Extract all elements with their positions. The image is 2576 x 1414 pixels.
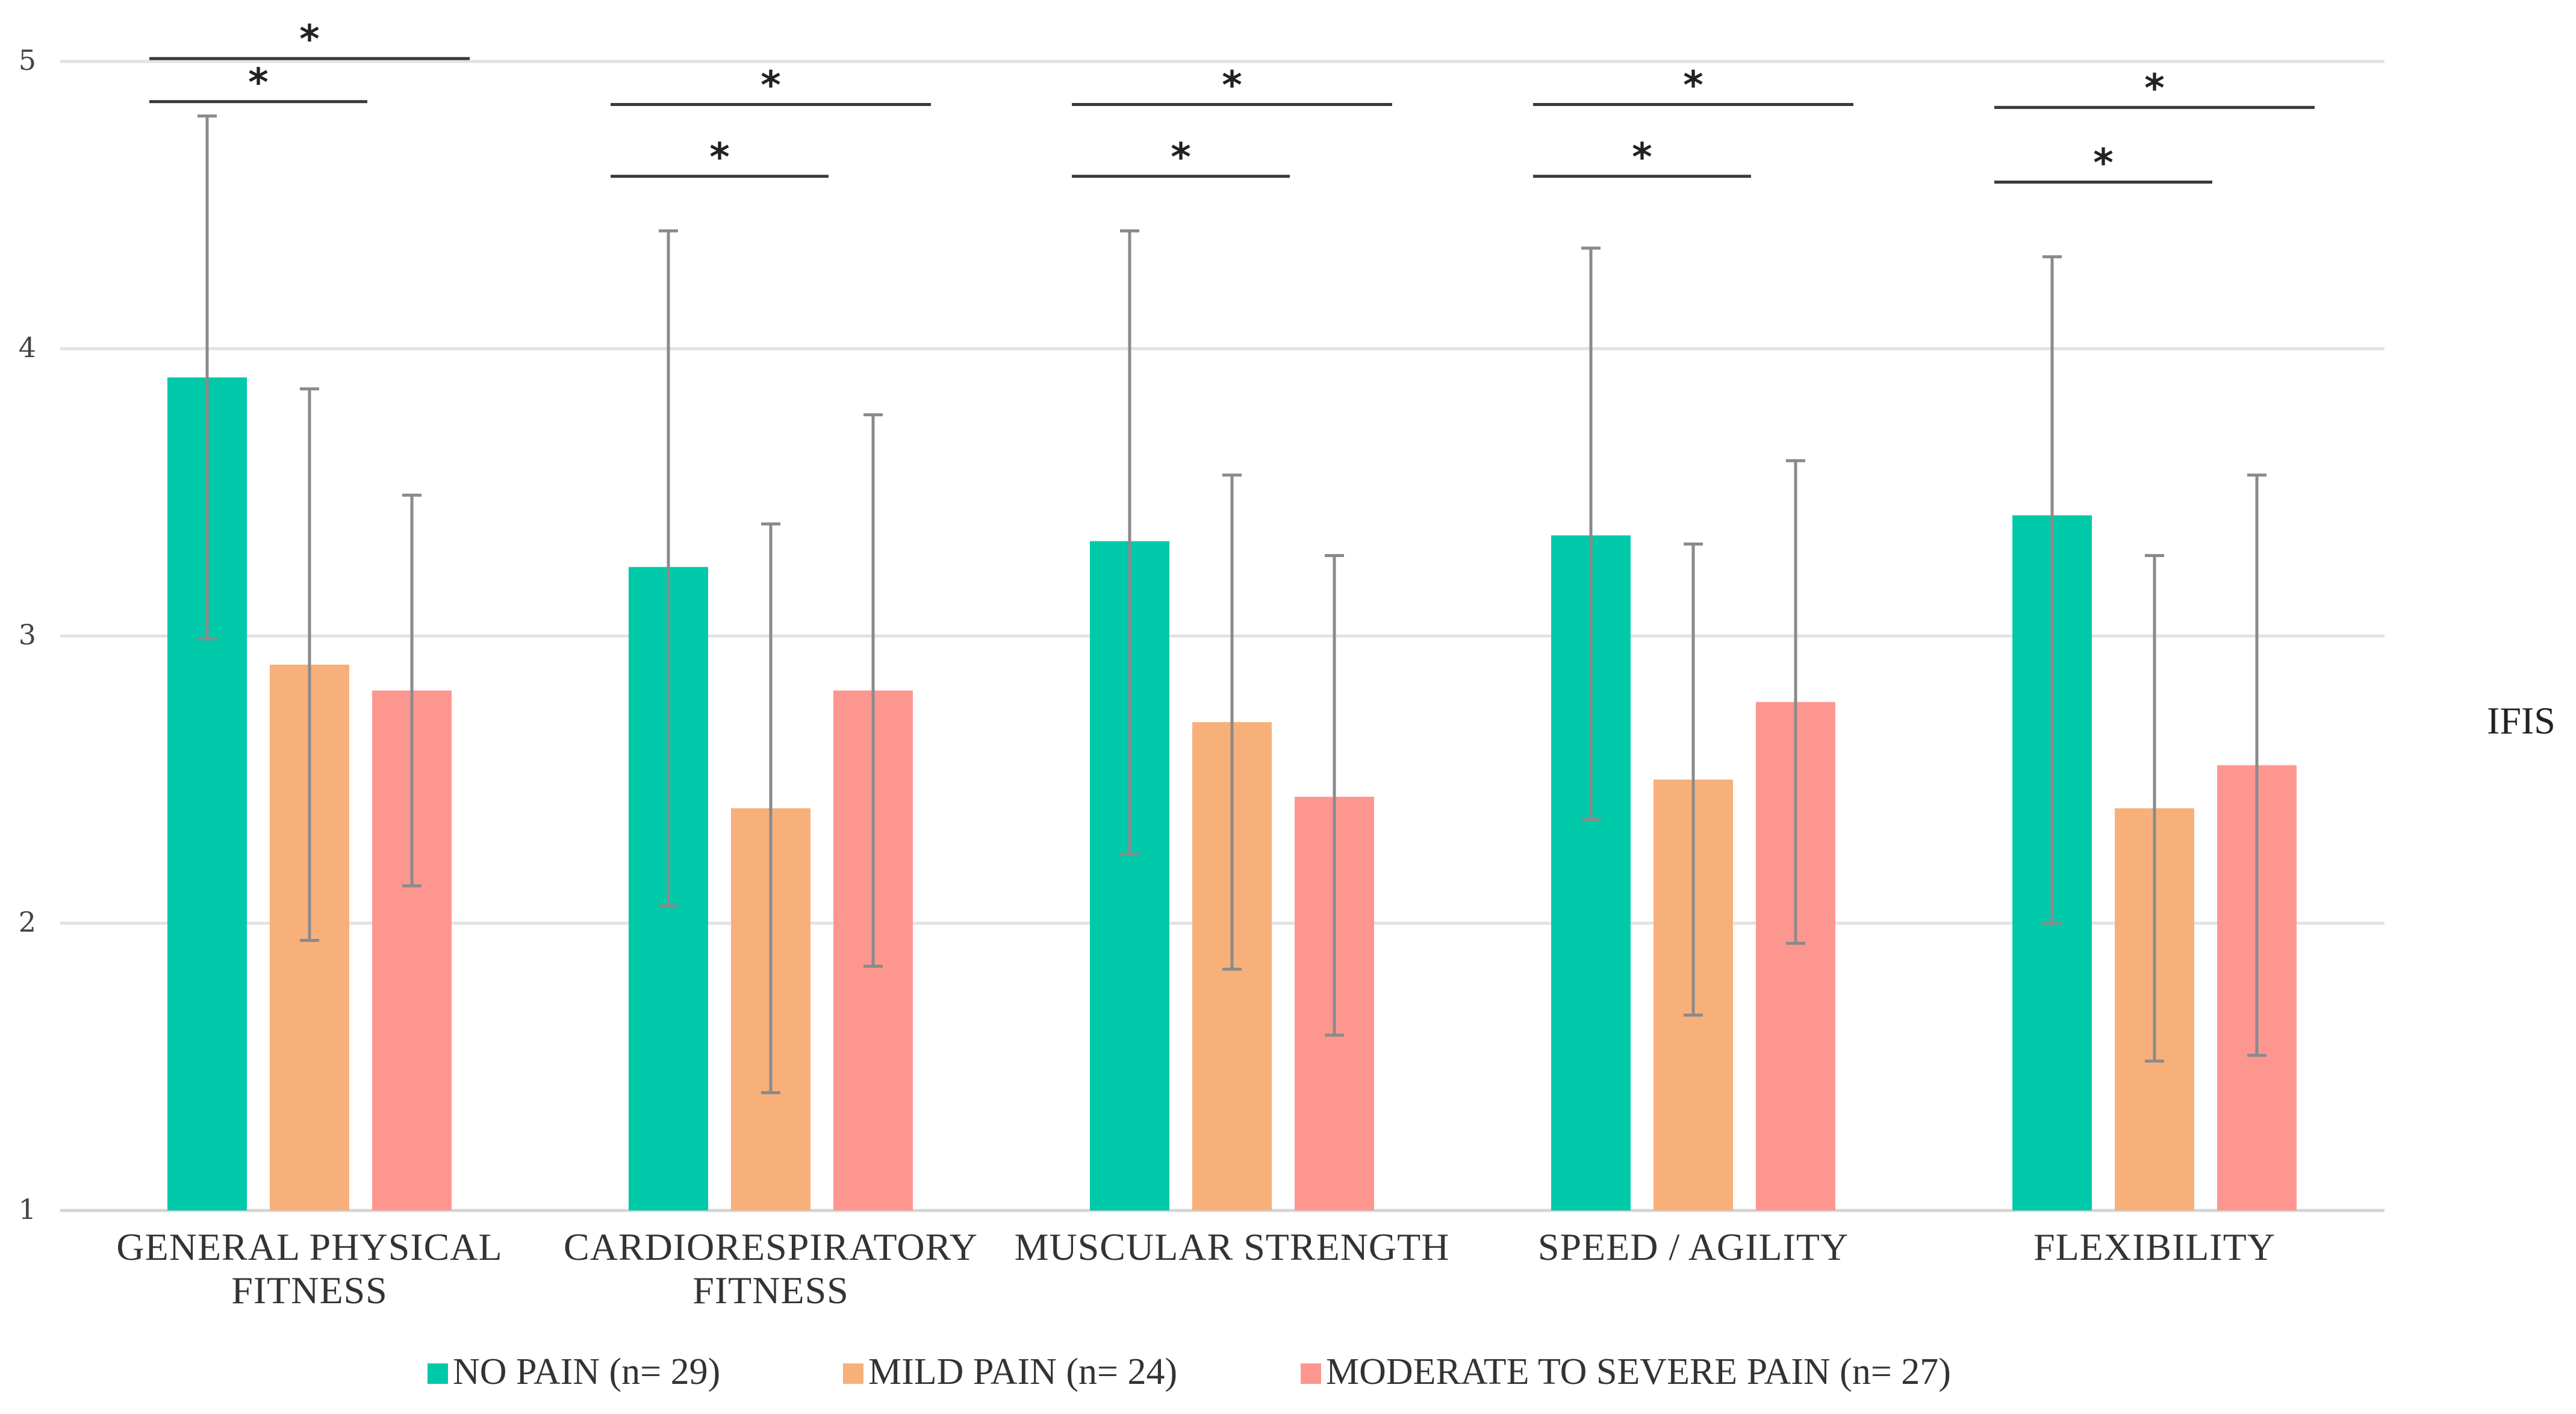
error-bar-0-3 — [1581, 246, 1601, 821]
bars — [167, 377, 2297, 1211]
category-label-0-1: FITNESS — [231, 1269, 388, 1312]
significance-star-9: * — [2144, 66, 2164, 111]
legend-label-0: NO PAIN (n= 29) — [453, 1351, 720, 1392]
y-tick-label-2: 2 — [19, 906, 36, 938]
legend-swatch-2 — [1301, 1363, 1321, 1384]
category-label-0-0: GENERAL PHYSICAL — [116, 1226, 502, 1268]
legend-label-2: MODERATE TO SEVERE PAIN (n= 27) — [1326, 1351, 1951, 1392]
category-label-3-0: SPEED / AGILITY — [1538, 1226, 1849, 1268]
error-bar-1-1 — [761, 522, 780, 1094]
y-tick-label-5: 5 — [19, 44, 36, 76]
y-tick-label-3: 3 — [19, 618, 36, 651]
error-bar-2-2 — [1325, 553, 1344, 1037]
error-bar-2-1 — [863, 413, 883, 968]
y-axis-ticks: 1 2 3 4 5 — [19, 44, 36, 1226]
category-label-2-0: MUSCULAR STRENGTH — [1015, 1226, 1450, 1268]
significance-star-2: * — [709, 135, 729, 180]
legend: NO PAIN (n= 29) MILD PAIN (n= 24) MODERATE… — [428, 1351, 1951, 1392]
legend-label-1: MILD PAIN (n= 24) — [868, 1351, 1177, 1392]
y-axis-label: IFIS — [2487, 699, 2556, 742]
category-label-4-0: FLEXIBILITY — [2033, 1226, 2276, 1268]
error-bar-2-0 — [402, 493, 422, 888]
significance-star-6: * — [1632, 135, 1652, 180]
error-bar-0-4 — [2042, 255, 2062, 925]
error-bar-0-2 — [1120, 229, 1139, 856]
error-bar-2-4 — [2247, 473, 2266, 1057]
error-bar-0-0 — [198, 114, 217, 641]
category-label-1-1: FITNESS — [692, 1269, 849, 1312]
significance-star-4: * — [1171, 135, 1190, 180]
y-tick-label-4: 4 — [19, 331, 36, 364]
error-bars — [198, 114, 2266, 1094]
error-bar-2-3 — [1786, 459, 1805, 945]
error-bar-0-1 — [659, 229, 678, 908]
error-bar-1-0 — [300, 387, 319, 942]
y-tick-label-1: 1 — [19, 1193, 36, 1226]
significance-markers: * * * * * * * * * * — [149, 17, 2315, 185]
error-bar-1-2 — [1222, 473, 1242, 971]
legend-swatch-0 — [428, 1363, 448, 1384]
category-label-1-0: CARDIORESPIRATORY — [564, 1226, 978, 1268]
significance-star-7: * — [1683, 64, 1703, 108]
category-labels: GENERAL PHYSICALFITNESSCARDIORESPIRATORY… — [116, 1226, 2276, 1312]
significance-star-1: * — [299, 17, 319, 62]
significance-star-8: * — [2093, 141, 2113, 185]
error-bar-1-3 — [1684, 542, 1703, 1017]
significance-star-3: * — [761, 64, 780, 108]
significance-star-0: * — [248, 61, 268, 105]
significance-star-5: * — [1222, 64, 1242, 108]
error-bar-1-4 — [2145, 553, 2164, 1063]
legend-swatch-1 — [843, 1363, 863, 1384]
